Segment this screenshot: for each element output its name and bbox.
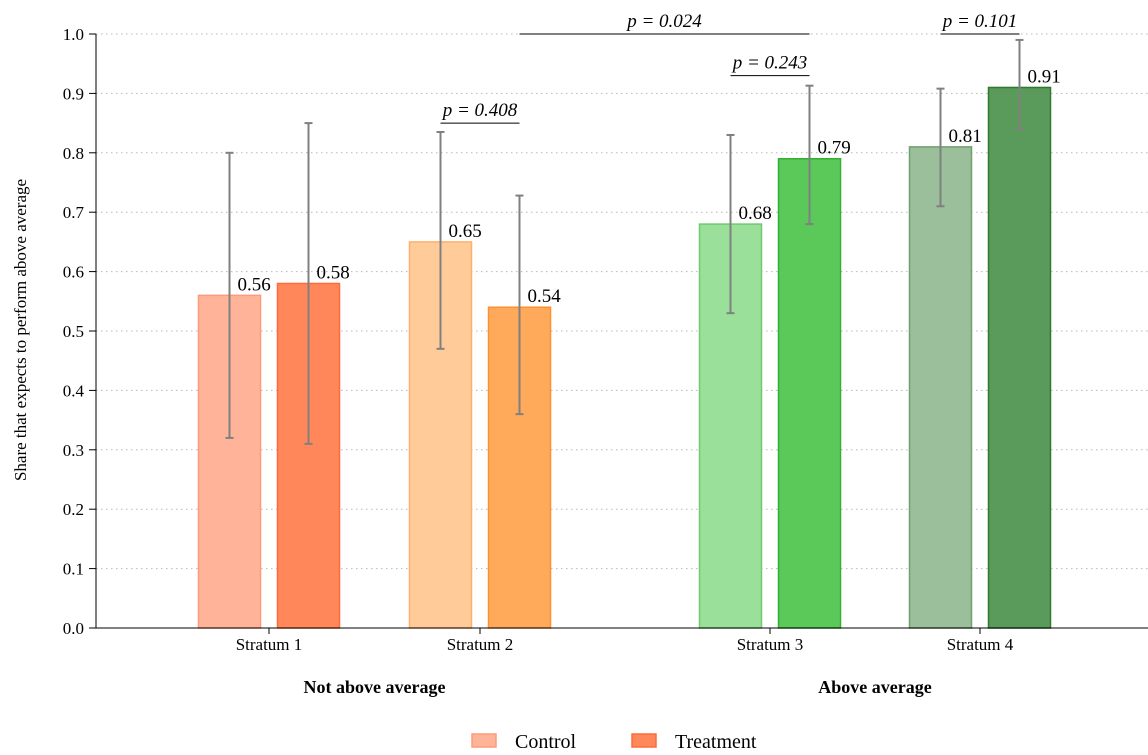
- grid: [96, 33, 1148, 570]
- y-tick-label: 0.1: [63, 560, 84, 579]
- y-axis-label: Share that expects to perform above aver…: [11, 179, 30, 481]
- error-bars: [225, 38, 1024, 445]
- bar-stratum-4-control: [908, 146, 973, 629]
- value-label-stratum-4-control: 0.81: [949, 126, 982, 147]
- y-tick-label: 0.8: [63, 144, 84, 163]
- value-label-stratum-1-control: 0.56: [238, 274, 271, 295]
- x-tick-label-stratum-3: Stratum 3: [737, 635, 804, 654]
- group-label-above-average: Above average: [818, 677, 931, 697]
- value-labels: 0.56 0.65 0.68 0.81 0.58 0.54 0.79 0.91: [238, 66, 1061, 307]
- bars: [197, 86, 1052, 629]
- value-label-stratum-4-treatment: 0.91: [1028, 66, 1061, 87]
- y-tick-label: 0.3: [63, 441, 84, 460]
- value-label-stratum-1-treatment: 0.58: [317, 262, 350, 283]
- y-tick-label: 0.2: [63, 500, 84, 519]
- legend-label-treatment: Treatment: [675, 731, 757, 753]
- y-tick-label: 1.0: [63, 25, 84, 44]
- y-tick-label: 0.5: [63, 322, 84, 341]
- y-tick-label: 0.6: [63, 263, 84, 282]
- legend-label-control: Control: [515, 731, 577, 753]
- value-label-stratum-2-treatment: 0.54: [528, 286, 562, 307]
- significance-annotations: p = 0.408 p = 0.243 p = 0.101 p = 0.024: [440, 11, 1020, 124]
- bar-stratum-3-treatment: [777, 157, 842, 629]
- x-tick-label-stratum-4: Stratum 4: [947, 635, 1014, 654]
- x-axis: Stratum 1 Stratum 2 Stratum 3 Stratum 4 Not …: [96, 627, 1148, 697]
- bar-stratum-4-treatment: [987, 86, 1052, 629]
- y-tick-label: 0.7: [63, 203, 85, 222]
- p-value-label: p = 0.101: [941, 11, 1018, 32]
- value-label-stratum-3-treatment: 0.79: [818, 138, 851, 159]
- value-label-stratum-3-control: 0.68: [739, 203, 772, 224]
- y-axis: 0.0 0.1 0.2 0.3 0.4 0.5 0.6 0.7 0.8 0.9 1.0: [63, 25, 97, 638]
- x-tick-label-stratum-1: Stratum 1: [236, 635, 303, 654]
- y-tick-label: 0.4: [63, 381, 85, 400]
- group-label-not-above-average: Not above average: [304, 677, 446, 697]
- p-value-label: p = 0.024: [625, 11, 702, 32]
- p-value-label: p = 0.408: [441, 100, 518, 121]
- legend-swatch-control: [471, 733, 497, 748]
- legend: Control Treatment: [471, 731, 757, 753]
- y-tick-label: 0.9: [63, 84, 84, 103]
- p-value-label: p = 0.243: [731, 53, 808, 74]
- value-label-stratum-2-control: 0.65: [449, 221, 482, 242]
- legend-swatch-treatment: [631, 733, 657, 748]
- x-tick-label-stratum-2: Stratum 2: [447, 635, 514, 654]
- y-tick-label: 0.0: [63, 619, 84, 638]
